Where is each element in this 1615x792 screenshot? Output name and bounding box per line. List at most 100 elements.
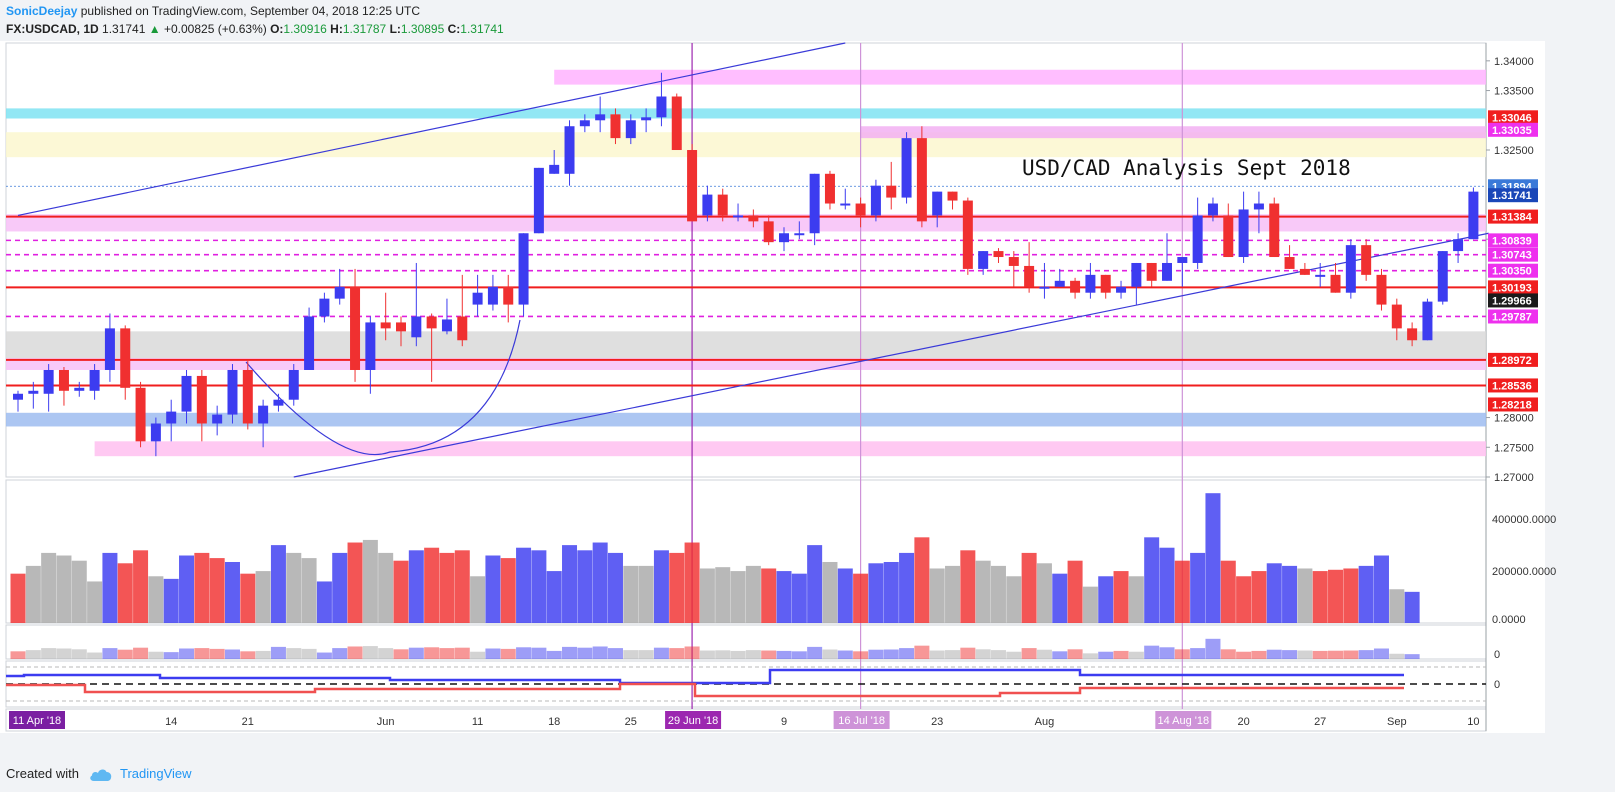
candle-body: [350, 286, 361, 370]
candle: [1116, 280, 1127, 299]
candle: [1238, 191, 1249, 263]
volume-bar: [853, 573, 869, 623]
candle: [579, 114, 590, 133]
volume-bar: [316, 581, 332, 623]
oscillator-bar: [1343, 650, 1359, 659]
volume-bar: [362, 539, 378, 623]
price-label-bg: [1488, 378, 1538, 393]
price-tick-label: 1.27000: [1494, 472, 1534, 484]
oscillator-bar: [1236, 651, 1252, 659]
oscillator-bar: [194, 648, 210, 659]
candle: [564, 120, 575, 186]
time-axis: [5, 708, 1487, 732]
oscillator-bar: [562, 646, 578, 659]
author-link[interactable]: SonicDeejay: [6, 4, 78, 18]
candle-body: [104, 328, 115, 370]
date-marker-label: 29 Jun '18: [668, 715, 718, 727]
price-label: 1.30743: [1488, 247, 1538, 262]
oscillator-bar: [990, 650, 1006, 659]
date-marker-label: 16 Jul '18: [838, 715, 885, 727]
tradingview-link[interactable]: TradingView: [120, 766, 192, 781]
candle: [166, 399, 177, 442]
volume-bar: [1021, 552, 1037, 623]
candle: [840, 188, 851, 210]
oscillator-bar: [286, 648, 302, 659]
candle: [794, 221, 805, 240]
candle: [242, 361, 253, 430]
candle: [518, 233, 529, 317]
open-label: O:: [270, 22, 284, 36]
oscillator-bar: [362, 646, 378, 659]
volume-bar: [960, 550, 976, 623]
candle-body: [365, 322, 376, 370]
candle-body: [733, 215, 744, 218]
candle: [993, 248, 1004, 263]
candle-body: [870, 185, 881, 216]
candle: [886, 161, 897, 210]
candle-body: [273, 399, 284, 406]
close-value: 1.31741: [460, 22, 504, 36]
candle-body: [595, 114, 606, 121]
candle: [13, 390, 23, 412]
price-label: 1.33046: [1488, 110, 1538, 125]
candle-body: [89, 369, 100, 391]
symbol-bar: FX:USDCAD, 1D 1.31741 ▲ +0.00825 (+0.63%…: [6, 22, 504, 36]
candle-body: [396, 322, 406, 332]
date-marker-badge: 14 Aug '18: [1155, 711, 1212, 729]
candle-body: [1070, 280, 1081, 293]
candle: [671, 93, 682, 151]
zone-band: [6, 331, 1486, 359]
oscillator-bar: [1128, 651, 1144, 659]
candle-body: [641, 117, 652, 121]
candle-body: [916, 138, 927, 222]
candle: [1468, 187, 1479, 240]
oscillator-bar: [25, 650, 41, 659]
price-label-text: 1.31384: [1492, 212, 1533, 224]
volume-bar: [1205, 493, 1221, 623]
symbol-name[interactable]: FX:USDCAD, 1D: [6, 22, 99, 36]
price-label-bg: [1488, 309, 1538, 324]
candle-body: [993, 251, 1004, 258]
candle-body: [579, 120, 590, 127]
candle: [396, 316, 406, 347]
oscillator-bar: [71, 649, 87, 659]
candle: [1085, 262, 1096, 299]
price-label-text: 1.30193: [1492, 282, 1532, 294]
volume-bar: [209, 558, 225, 623]
volume-bar: [1312, 571, 1328, 623]
candle-body: [1269, 203, 1280, 258]
candle: [809, 173, 820, 246]
oscillator-bar: [240, 651, 256, 659]
oscillator-bar: [1036, 649, 1052, 659]
date-marker-bg: [1155, 711, 1212, 729]
time-tick-label: 21: [242, 716, 254, 728]
candle: [58, 367, 69, 406]
price-label-text: 1.28536: [1492, 380, 1532, 392]
candle: [748, 209, 759, 228]
oscillator-bar: [1174, 649, 1190, 659]
price-label: 1.30193: [1488, 280, 1538, 295]
candle-body: [978, 251, 989, 269]
di-minus-line: [6, 682, 1404, 698]
volume-bar: [1006, 576, 1022, 623]
candle: [1207, 197, 1218, 222]
volume-bar: [883, 561, 899, 623]
candle: [656, 72, 667, 127]
candle-body: [1039, 286, 1050, 289]
candle: [916, 126, 927, 228]
price-label: 1.33035: [1488, 122, 1538, 137]
candle-body: [625, 120, 636, 139]
candle-body: [1315, 274, 1326, 277]
candle-body: [1376, 274, 1387, 305]
candle-body: [1391, 304, 1402, 329]
candle: [1070, 277, 1081, 299]
volume-bar: [1159, 547, 1175, 623]
candle-body: [1238, 209, 1249, 258]
zone-band: [6, 358, 1486, 370]
price-label-bg: [1488, 233, 1538, 248]
oscillator-bar: [1021, 648, 1037, 659]
oscillator-bar: [439, 648, 455, 659]
price-label-bg: [1488, 263, 1538, 278]
candle: [610, 108, 621, 145]
